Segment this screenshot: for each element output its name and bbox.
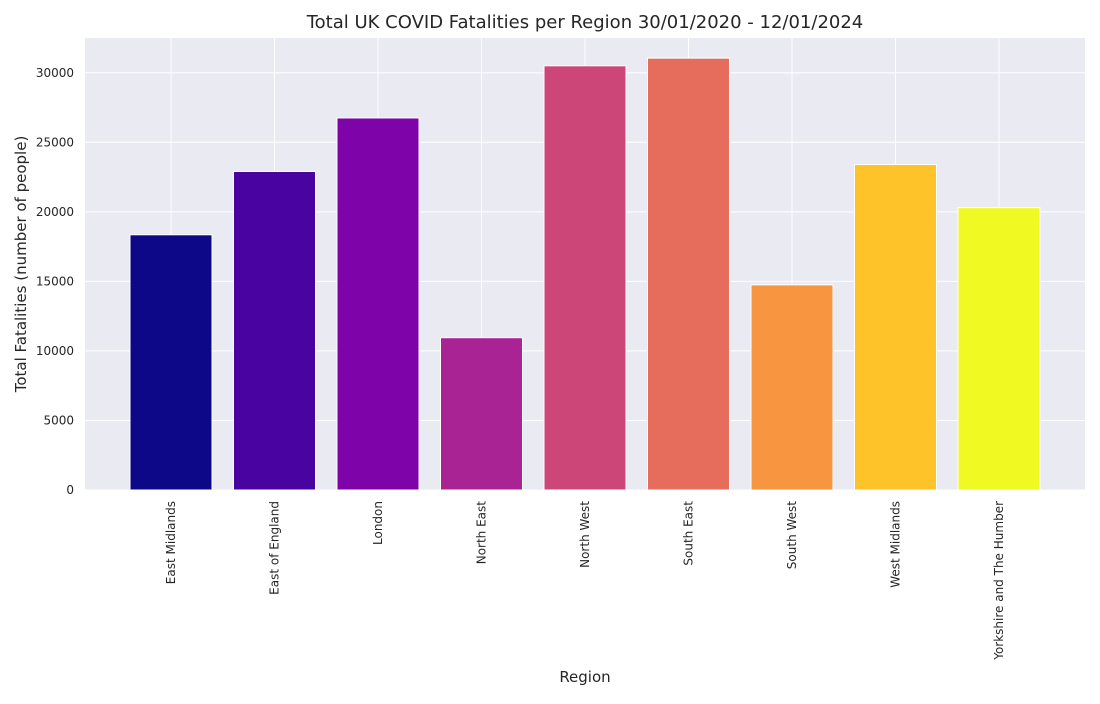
x-tick-label: West Midlands	[889, 501, 903, 588]
bar-east-of-england	[233, 171, 316, 491]
chart-title: Total UK COVID Fatalities per Region 30/…	[306, 12, 864, 33]
x-tick-label: Yorkshire and The Humber	[992, 501, 1006, 661]
x-tick-label: North West	[578, 501, 592, 568]
x-axis-label: Region	[559, 668, 610, 686]
y-tick-label: 10000	[36, 344, 74, 358]
x-axis-ticks: East Midlands East of England London North …	[164, 501, 1006, 661]
bar-north-west	[543, 65, 627, 491]
y-tick-label: 5000	[43, 413, 74, 427]
y-tick-label: 30000	[36, 66, 74, 80]
bar-yorkshire-and-the-humber	[957, 207, 1041, 491]
y-tick-label: 25000	[36, 135, 74, 149]
y-axis-label: Total Fatalities (number of people)	[12, 136, 30, 394]
x-tick-label: South West	[785, 501, 799, 569]
y-tick-label: 20000	[36, 205, 74, 219]
bar-north-east	[440, 337, 523, 491]
x-tick-label: North East	[475, 501, 489, 565]
x-tick-label: London	[371, 501, 385, 545]
bar-east-midlands	[129, 234, 213, 491]
y-tick-label: 15000	[36, 274, 74, 288]
x-tick-label: East of England	[268, 501, 282, 595]
bars	[129, 57, 1041, 491]
y-tick-label: 0	[66, 483, 74, 497]
bar-south-east	[647, 57, 730, 491]
bar-london	[336, 117, 420, 491]
x-tick-label: East Midlands	[164, 501, 178, 584]
bar-south-west	[750, 284, 834, 491]
x-tick-label: South East	[682, 501, 696, 566]
bar-west-midlands	[854, 164, 937, 491]
y-axis-ticks: 0 5000 10000 15000 20000 25000 30000	[36, 66, 74, 497]
